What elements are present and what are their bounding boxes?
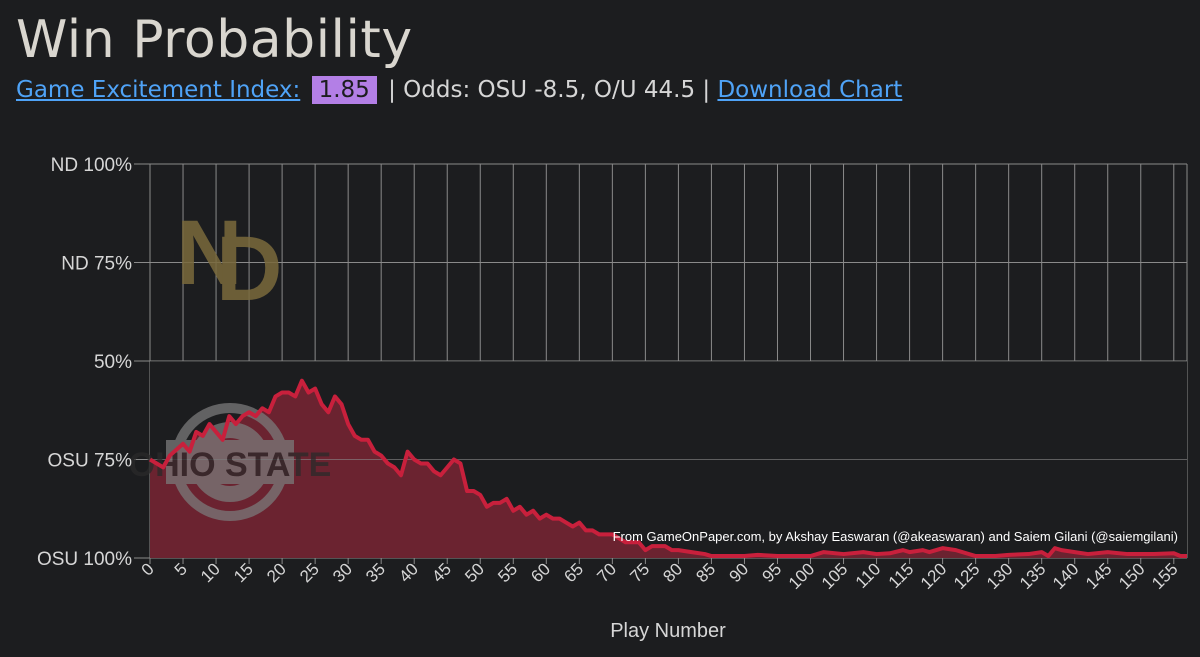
odds-text: | Odds: OSU -8.5, O/U 44.5 |	[388, 77, 711, 103]
x-tick-label: 90	[725, 559, 752, 586]
y-tick-label: 50%	[94, 352, 132, 373]
x-tick-label: 20	[263, 559, 290, 586]
x-tick-label: 155	[1148, 559, 1181, 592]
x-tick-label: 125	[950, 559, 983, 592]
x-tick-label: 55	[494, 559, 521, 586]
x-tick-label: 60	[527, 559, 554, 586]
nd-logo-d: D	[216, 218, 282, 320]
above-curve-mask	[150, 361, 1187, 557]
x-axis-label: Play Number	[610, 620, 726, 642]
page-title: Win Probability	[16, 10, 413, 70]
download-chart-link[interactable]: Download Chart	[717, 77, 903, 103]
fill-layer	[150, 360, 1187, 558]
nd-logo-n: N	[176, 202, 242, 304]
x-tick-label: 130	[983, 559, 1016, 592]
x-tick-label: 65	[560, 559, 587, 586]
x-tick-label: 10	[197, 559, 224, 586]
x-tick-label: 135	[1016, 559, 1049, 592]
x-tick-label: 85	[692, 559, 719, 586]
notre-dame-logo: N D	[176, 202, 282, 320]
x-tick-label: 75	[626, 559, 653, 586]
y-tick-label: OSU 75%	[48, 451, 133, 472]
x-tick-label: 70	[593, 559, 620, 586]
x-tick-label: 45	[428, 559, 455, 586]
y-tick-label: ND 100%	[51, 155, 132, 176]
x-tick-label: 35	[362, 559, 389, 586]
x-tick-label: 145	[1082, 559, 1115, 592]
y-tick-label: OSU 100%	[37, 549, 132, 570]
x-tick-label: 15	[230, 559, 257, 586]
y-tick-label: ND 75%	[61, 254, 132, 275]
gei-value-badge: 1.85	[311, 76, 377, 104]
x-tick-label: 80	[659, 559, 686, 586]
x-tick-label: 150	[1115, 559, 1148, 592]
x-tick-label: 5	[171, 559, 191, 579]
chart-annotation: From GameOnPaper.com, by Akshay Easwaran…	[613, 529, 1178, 544]
x-tick-label: 50	[461, 559, 488, 586]
x-tick-label: 115	[885, 559, 918, 592]
x-tick-label: 25	[296, 559, 323, 586]
x-tick-label: 110	[852, 559, 885, 592]
x-tick-label: 100	[785, 559, 818, 592]
x-tick-label: 30	[329, 559, 356, 586]
win-probability-line	[148, 378, 1187, 559]
x-tick-label: 105	[818, 559, 851, 592]
x-tick-label: 40	[395, 559, 422, 586]
game-excitement-index-link[interactable]: Game Excitement Index:	[16, 77, 301, 103]
x-tick-label: 0	[138, 559, 158, 579]
line-layer	[148, 378, 1187, 559]
win-probability-chart: N D OHIO STATE 0 5 10 15 20 25 30 35 40 45 50 55 60 6…	[37, 155, 1188, 642]
x-tick-label: 140	[1049, 559, 1082, 592]
subtitle-line: Game Excitement Index: 1.85 | Odds: OSU …	[16, 76, 902, 104]
x-tick-label: 120	[917, 559, 950, 592]
x-tick-label: 95	[758, 559, 785, 586]
